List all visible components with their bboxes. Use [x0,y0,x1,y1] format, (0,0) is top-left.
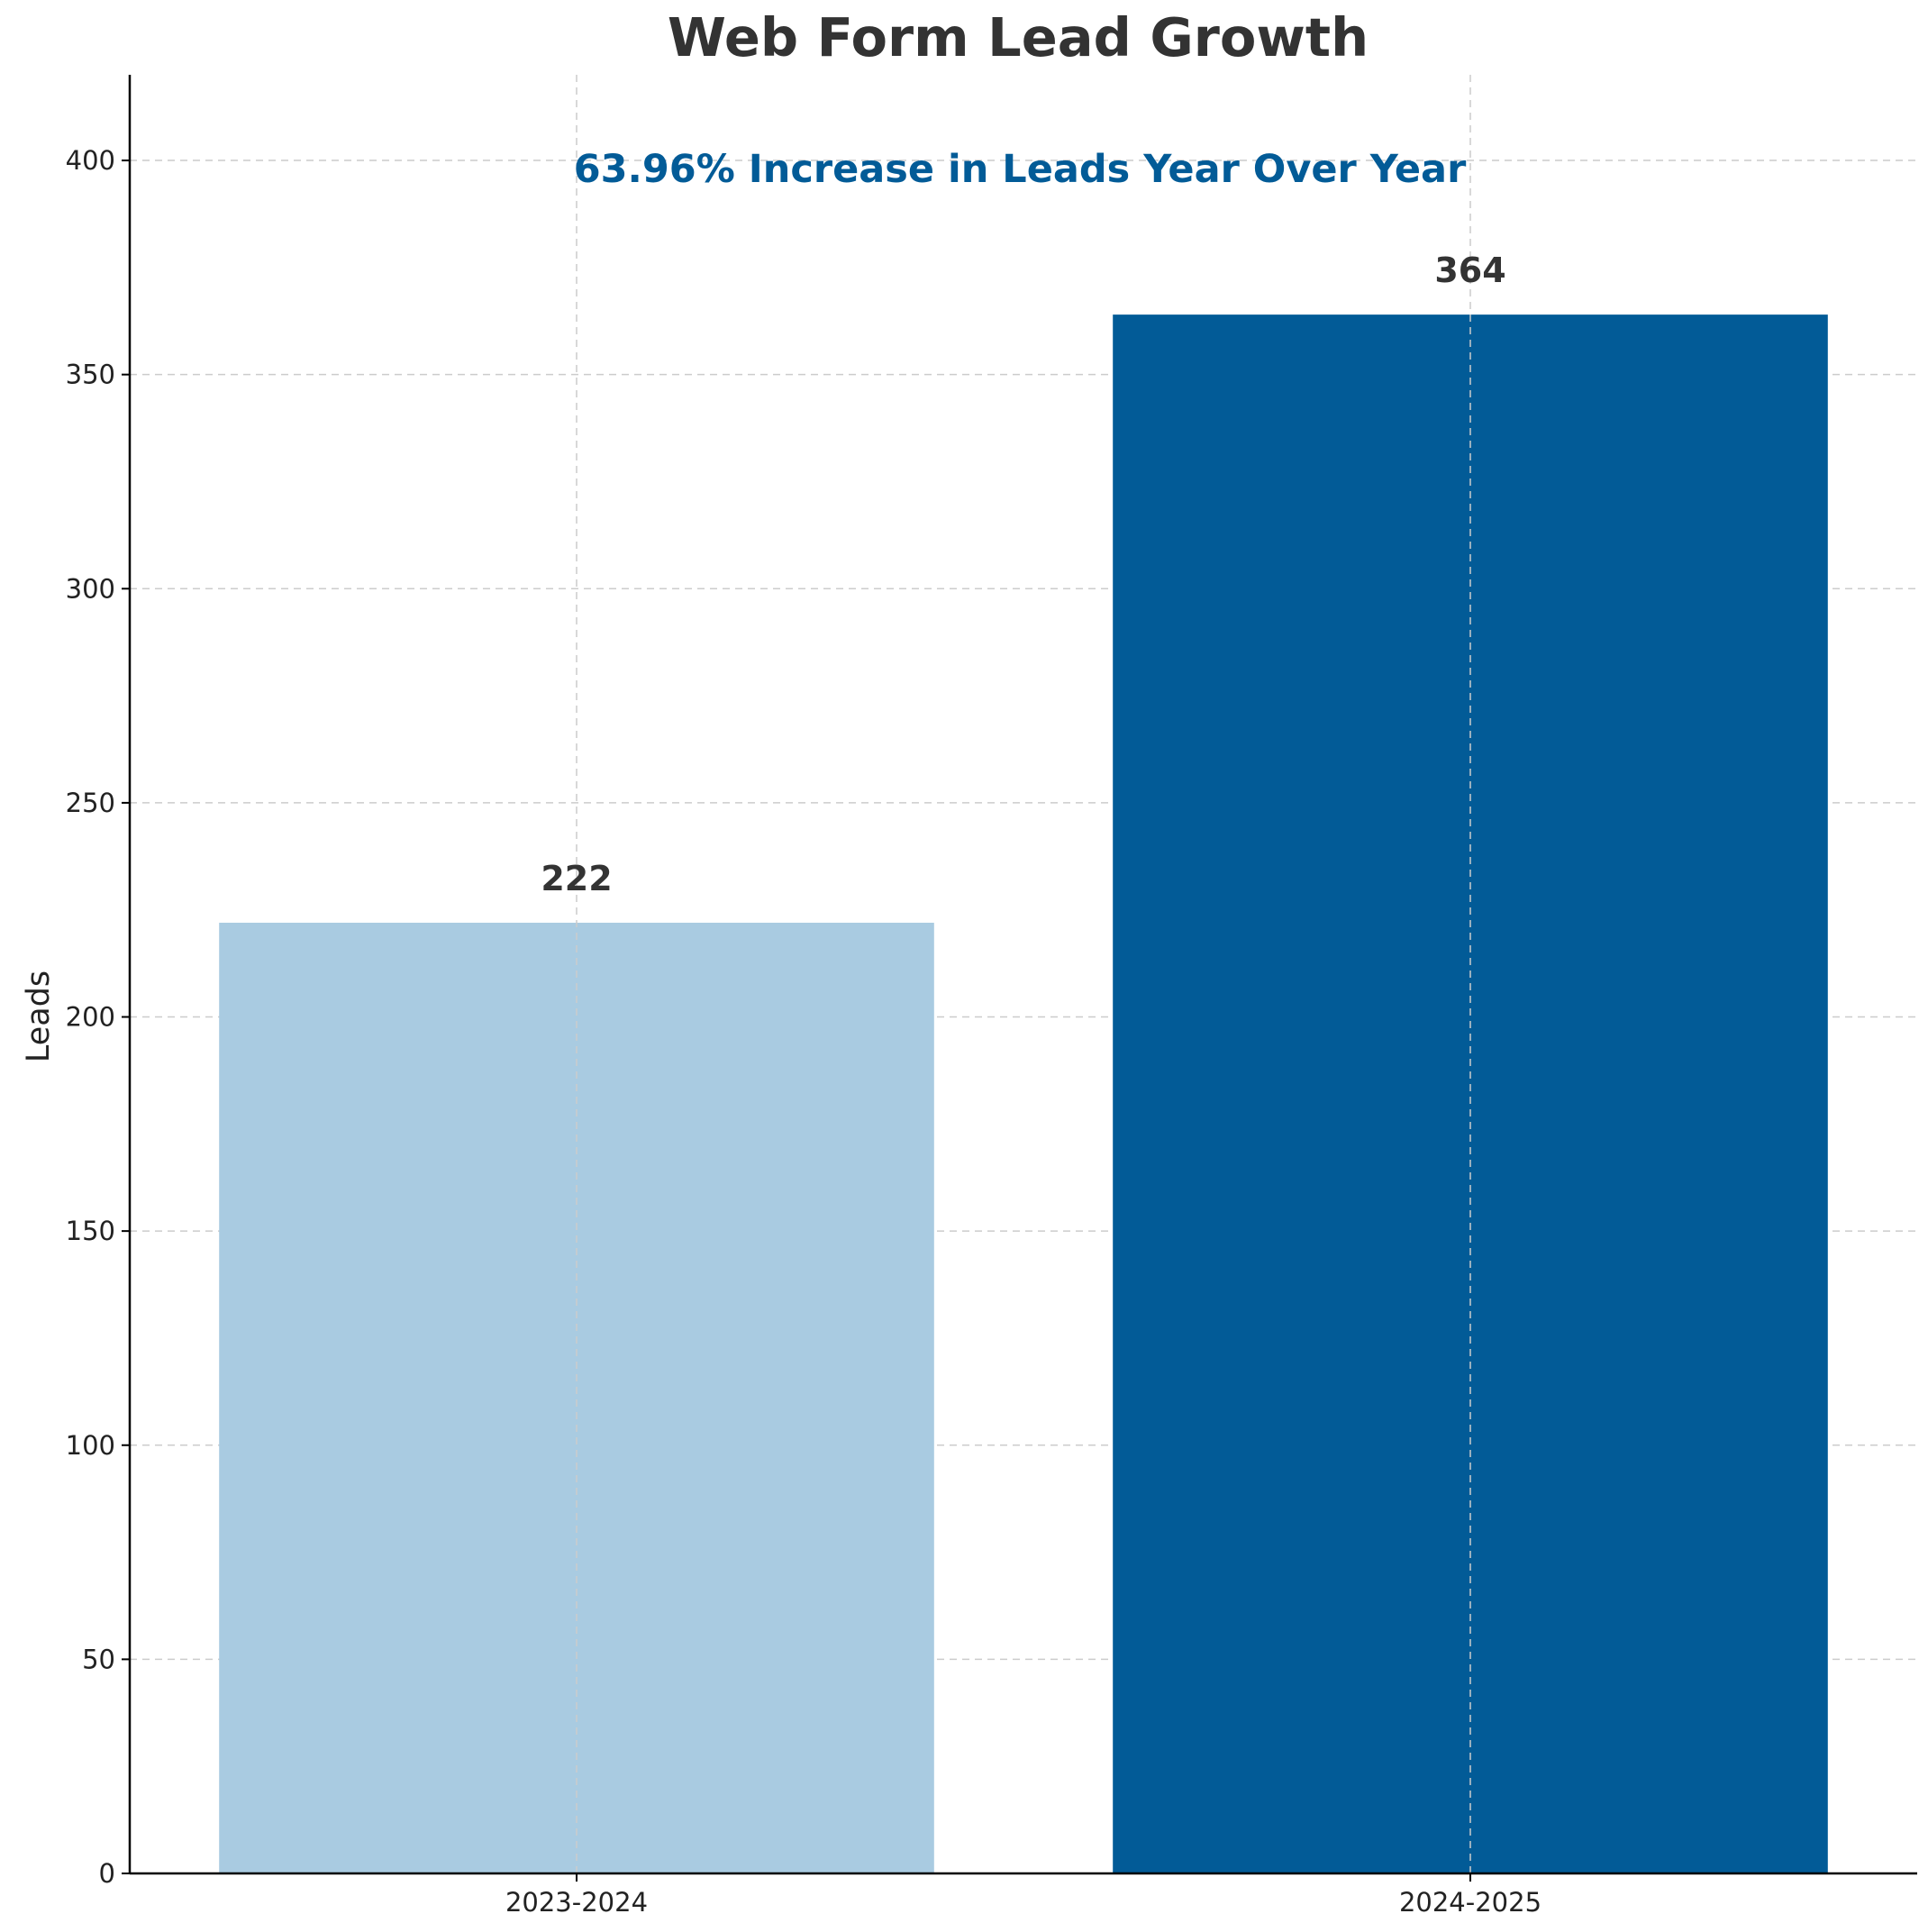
y-tick-label: 200 [66,1002,115,1033]
x-tick-label: 2023-2024 [505,1887,648,1918]
y-tick-label: 250 [66,788,115,818]
bar-value-label: 222 [541,859,612,898]
x-tick-label: 2024-2025 [1399,1887,1541,1918]
chart-title: Web Form Lead Growth [668,6,1369,68]
y-tick-label: 350 [66,360,115,390]
growth-annotation: 63.96% Increase in Leads Year Over Year [574,147,1467,192]
bar-layer [219,314,1828,1874]
vertical-grid-layer [576,75,1471,1873]
x-tick-layer: 2023-2024 2024-2025 [505,1873,1541,1918]
y-tick-label: 50 [82,1644,115,1674]
y-axis-label: Leads [21,971,57,1062]
y-tick-label: 0 [99,1858,115,1889]
y-tick-label: 400 [66,145,115,176]
y-tick-label: 150 [66,1216,115,1246]
y-tick-layer: 0 50 100 150 200 250 300 350 400 [66,145,130,1889]
bar [1113,314,1828,1874]
y-tick-label: 100 [66,1430,115,1461]
y-tick-label: 300 [66,573,115,604]
data-label-layer: 222 364 [541,251,1505,898]
bar-value-label: 364 [1434,251,1505,290]
